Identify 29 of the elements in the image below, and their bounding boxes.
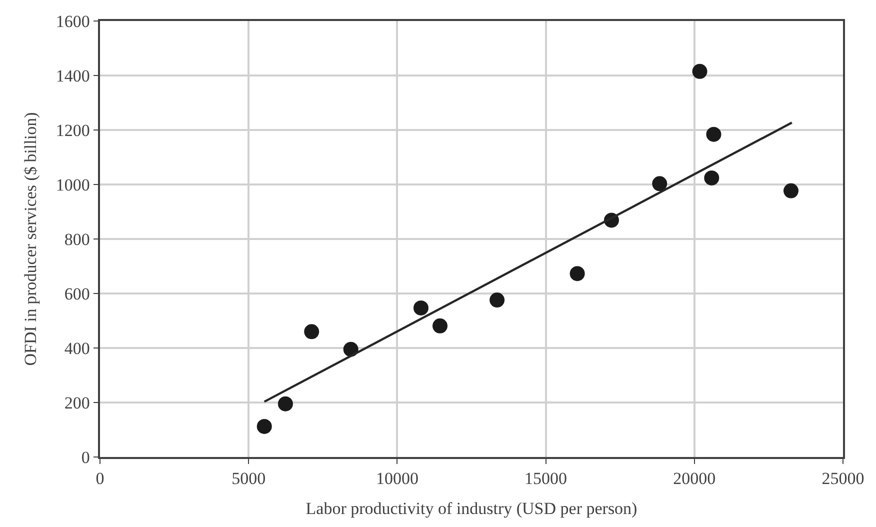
x-axis-title: Labor productivity of industry (USD per person) [306, 499, 638, 518]
y-tick-label: 200 [64, 393, 90, 412]
y-tick-label: 0 [81, 448, 90, 467]
point [413, 300, 428, 316]
point [692, 64, 708, 79]
y-tick-label: 600 [64, 284, 90, 304]
y-tick-label: 800 [64, 230, 90, 249]
point [278, 396, 293, 412]
point [432, 318, 448, 334]
y-tick-label: 1600 [56, 12, 90, 31]
point [652, 176, 668, 192]
point [490, 292, 505, 308]
point [783, 183, 798, 198]
y-tick-label: 1000 [56, 175, 90, 194]
x-tick-label: 20000 [673, 469, 716, 488]
point [706, 126, 722, 142]
y-tick-label: 1400 [56, 66, 90, 86]
x-tick-label: 15000 [524, 469, 568, 488]
y-axis-title: OFDI in producer services ($ billion) [20, 112, 40, 366]
x-tick-label: 0 [96, 469, 104, 488]
point [256, 418, 272, 434]
point [304, 324, 320, 340]
y-tick-label: 400 [64, 338, 90, 358]
y-tick-label: 1200 [56, 120, 90, 140]
x-tick-label: 5000 [232, 469, 266, 488]
x-tick-label: 10000 [376, 469, 418, 488]
point [704, 170, 720, 186]
x-tick-label: 25000 [822, 469, 864, 488]
point [570, 266, 585, 282]
